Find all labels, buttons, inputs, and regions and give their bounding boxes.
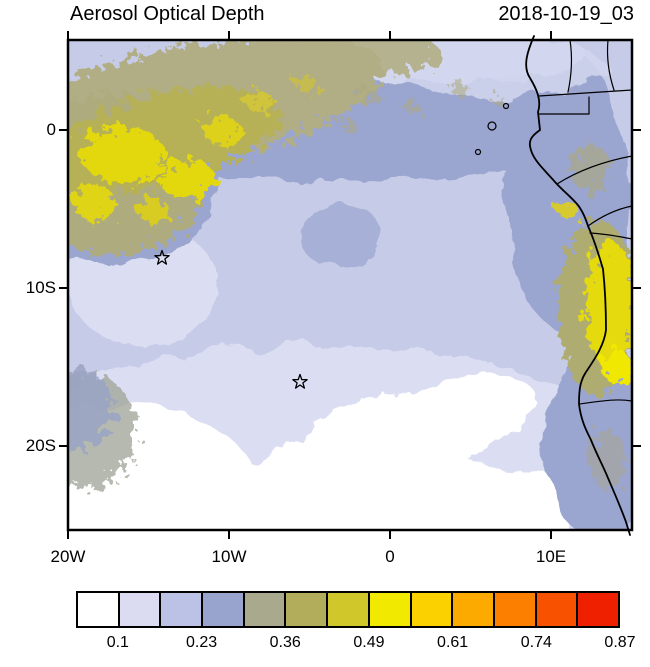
country-border bbox=[556, 155, 633, 185]
coastline-borders bbox=[474, 35, 633, 536]
colorbar-tick-label: 0.23 bbox=[185, 634, 218, 651]
x-axis-tick-label: 0 bbox=[385, 547, 395, 566]
colorbar-tick-label: 0.36 bbox=[269, 634, 301, 651]
plot-frame bbox=[66, 38, 634, 532]
country-border bbox=[606, 39, 615, 91]
aod-patch-southwest bbox=[68, 368, 136, 488]
country-border bbox=[538, 89, 633, 97]
colorbar-tick-label: 0.74 bbox=[520, 634, 552, 651]
star-marker bbox=[154, 249, 170, 265]
x-axis-tick-label: 10E bbox=[535, 547, 567, 566]
plot-title: Aerosol Optical Depth bbox=[70, 3, 265, 25]
colorbar-cell bbox=[492, 593, 535, 626]
country-border bbox=[578, 399, 633, 405]
island bbox=[474, 148, 482, 156]
country-border bbox=[537, 96, 590, 115]
country-border bbox=[589, 232, 633, 240]
aod-plume-angola bbox=[557, 144, 632, 490]
x-axis-tick-label: 10W bbox=[211, 547, 247, 566]
aod-plume-northwest bbox=[68, 40, 443, 255]
colorbar-cell bbox=[117, 593, 160, 626]
colorbar-cell bbox=[159, 593, 202, 626]
plot-datetime: 2018-10-19_03 bbox=[498, 3, 634, 25]
colorbar-cell bbox=[534, 593, 577, 626]
station-markers bbox=[154, 249, 308, 389]
colorbar-cell bbox=[576, 593, 618, 626]
colorbar-tick-label: 0.49 bbox=[353, 634, 385, 651]
axis-ticks bbox=[59, 31, 641, 539]
colorbar-cell bbox=[451, 593, 493, 626]
map-plot bbox=[59, 31, 641, 539]
star-marker bbox=[292, 373, 308, 389]
colorbar-cell bbox=[78, 593, 118, 626]
colorbar-cell bbox=[409, 593, 452, 626]
country-border bbox=[567, 39, 573, 93]
colorbar-tick-label: 0.61 bbox=[437, 634, 469, 651]
island bbox=[487, 121, 497, 131]
y-axis-tick-label: 20S bbox=[25, 436, 56, 455]
aod-speckles-topband bbox=[340, 81, 505, 131]
country-border bbox=[587, 205, 633, 227]
africa-coastline bbox=[525, 35, 631, 536]
island bbox=[502, 102, 510, 110]
colorbar-tick-label: 0.87 bbox=[604, 634, 636, 651]
colorbar-tick-label: 0.1 bbox=[106, 634, 129, 651]
y-axis-tick-label: 0 bbox=[46, 120, 56, 139]
aod-zone-white bbox=[68, 375, 578, 530]
colorbar-cell bbox=[326, 593, 368, 626]
colorbar-cell bbox=[284, 593, 327, 626]
colorbar-cell bbox=[367, 593, 410, 626]
colorbar bbox=[76, 591, 620, 628]
colorbar-cell bbox=[201, 593, 243, 626]
x-axis-tick-label: 20W bbox=[50, 547, 86, 566]
y-axis-tick-label: 10S bbox=[25, 277, 56, 297]
colorbar-cell bbox=[242, 593, 285, 626]
